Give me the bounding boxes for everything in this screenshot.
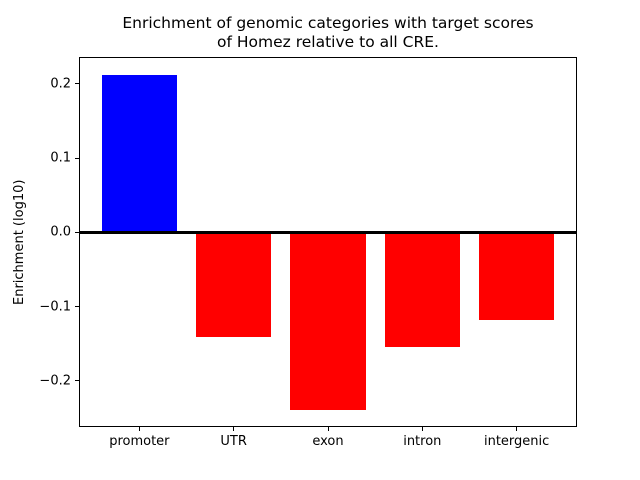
bar-exon bbox=[290, 232, 366, 410]
zero-line bbox=[80, 230, 576, 234]
y-tick-mark bbox=[75, 157, 79, 159]
y-tick-label: 0.1 bbox=[50, 150, 71, 166]
chart-title: Enrichment of genomic categories with ta… bbox=[79, 14, 577, 52]
y-tick-label: 0.2 bbox=[50, 76, 71, 92]
chart-title-line2: of Homez relative to all CRE. bbox=[217, 33, 439, 51]
x-tick-mark bbox=[138, 427, 140, 431]
x-tick-mark bbox=[516, 427, 518, 431]
y-tick-mark bbox=[75, 306, 79, 308]
bar-intergenic bbox=[478, 232, 555, 320]
y-tick-mark bbox=[75, 380, 79, 382]
y-tick-mark bbox=[75, 83, 79, 85]
chart-title-line1: Enrichment of genomic categories with ta… bbox=[122, 14, 534, 32]
x-tick-mark bbox=[233, 427, 235, 431]
x-tick-label-exon: exon bbox=[312, 434, 344, 449]
x-tick-label-intron: intron bbox=[403, 434, 442, 449]
x-tick-label-intergenic: intergenic bbox=[483, 434, 550, 449]
bar-promoter bbox=[101, 74, 178, 233]
x-tick-mark bbox=[421, 427, 423, 431]
x-tick-label-promoter: promoter bbox=[109, 434, 170, 449]
x-tick-label-UTR: UTR bbox=[220, 434, 247, 449]
bar-intron bbox=[384, 232, 461, 347]
bar-UTR bbox=[195, 232, 272, 338]
y-tick-label: −0.1 bbox=[39, 299, 71, 315]
y-tick-mark bbox=[75, 231, 79, 233]
plot-area bbox=[79, 57, 577, 427]
y-tick-label: 0.0 bbox=[50, 224, 71, 240]
x-tick-mark bbox=[327, 427, 329, 431]
y-tick-label: −0.2 bbox=[39, 373, 71, 389]
y-axis-label: Enrichment (log10) bbox=[12, 179, 27, 305]
